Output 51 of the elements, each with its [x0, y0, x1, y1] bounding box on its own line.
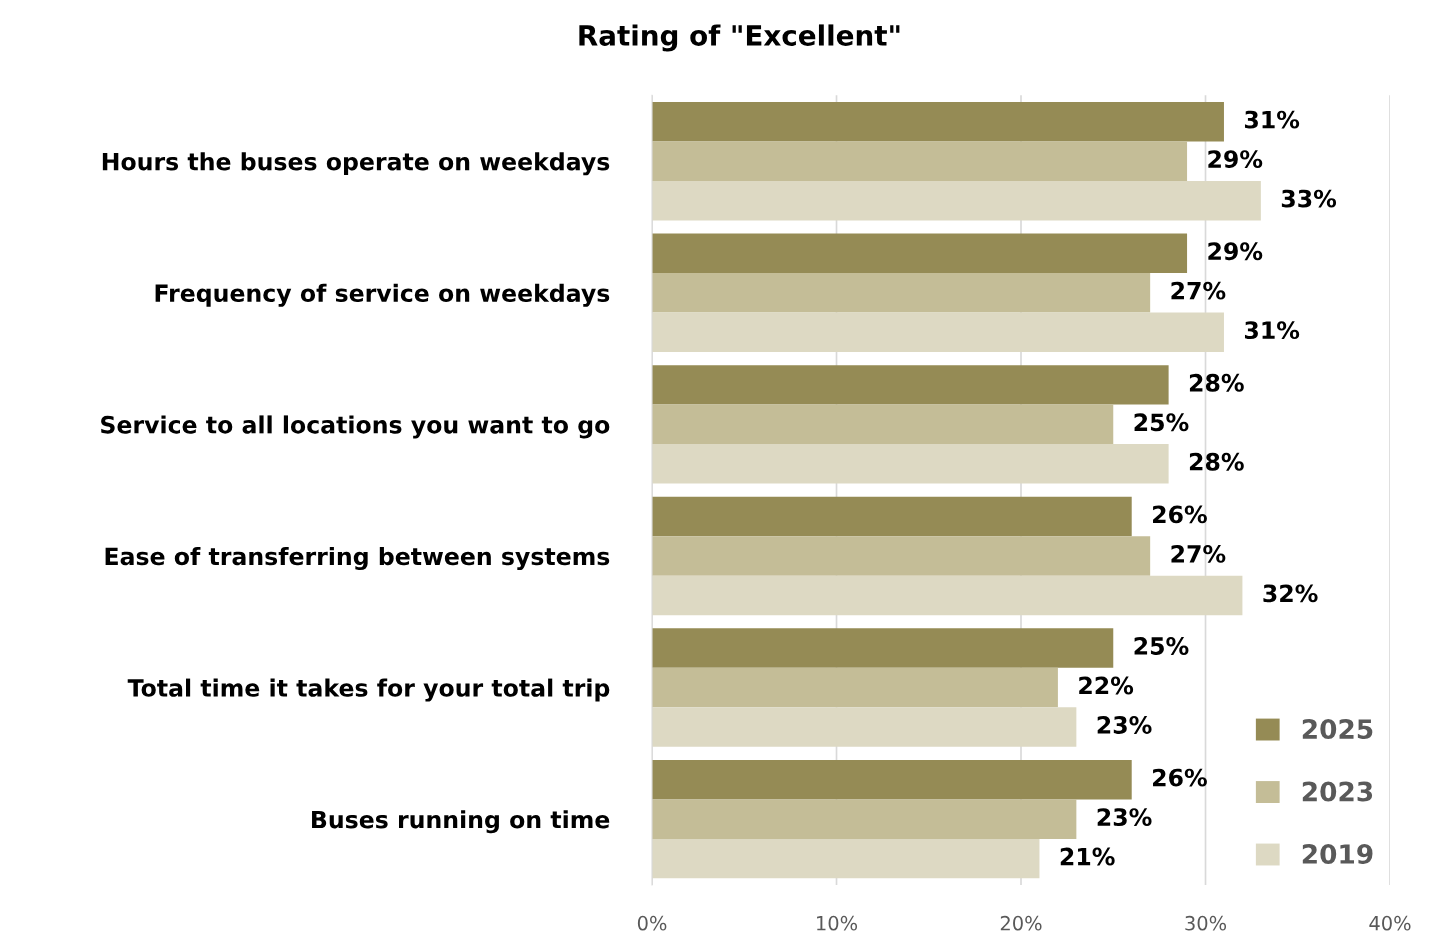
data-label: 29%	[1208, 242, 1263, 261]
data-label: 25%	[1134, 637, 1189, 655]
x-tick-label: 0%	[637, 915, 667, 931]
bar	[652, 759, 1132, 800]
legend-label: 2025	[1302, 719, 1373, 740]
y-tick-label: Frequency of service on weekdays	[155, 283, 610, 307]
data-label: 29%	[1208, 150, 1263, 169]
data-label: 25%	[1134, 413, 1189, 432]
x-tick-label: 30%	[1185, 915, 1227, 931]
bar	[652, 628, 1114, 668]
data-label: 28%	[1189, 452, 1244, 471]
bar	[652, 799, 1077, 839]
x-tick-label: 40%	[1369, 915, 1411, 931]
x-tick-label: 10%	[817, 915, 858, 931]
bar	[652, 141, 1188, 181]
y-tick-label: Ease of transferring between systems	[105, 546, 610, 571]
bar	[652, 838, 1040, 879]
data-label: 31%	[1244, 110, 1300, 129]
y-tick-label: Hours the buses operate on weekdays	[102, 152, 610, 176]
bar	[652, 273, 1151, 313]
bar	[652, 312, 1224, 352]
y-tick-label: Buses running on time	[312, 810, 610, 834]
bar	[652, 536, 1151, 576]
y-tick-label: Service to all locations you want to go	[101, 415, 610, 439]
legend-label: 2019	[1302, 844, 1373, 864]
data-label: 23%	[1097, 808, 1152, 826]
bar	[652, 101, 1224, 142]
chart-title: Rating of "Excellent"	[579, 24, 900, 52]
y-tick-label: Total time it takes for your total trip	[127, 678, 610, 702]
data-label: 26%	[1153, 505, 1207, 524]
legend-label: 2023	[1302, 781, 1373, 802]
bar	[652, 233, 1188, 274]
data-label: 28%	[1189, 373, 1244, 392]
bar	[652, 180, 1261, 221]
data-label: 21%	[1060, 847, 1115, 866]
bar	[652, 444, 1169, 484]
bar	[652, 496, 1132, 537]
bar	[652, 365, 1169, 405]
data-label: 27%	[1171, 281, 1226, 300]
bar	[652, 667, 1058, 708]
data-label: 32%	[1263, 584, 1318, 603]
bar	[652, 707, 1077, 747]
data-label: 22%	[1079, 676, 1134, 695]
data-label: 26%	[1153, 768, 1207, 787]
data-label: 27%	[1171, 544, 1226, 563]
data-label: 23%	[1097, 716, 1152, 734]
x-tick-label: 20%	[1000, 915, 1042, 931]
bar	[652, 404, 1114, 445]
bar	[652, 575, 1243, 616]
data-label: 31%	[1244, 321, 1300, 340]
data-label: 33%	[1281, 189, 1337, 208]
